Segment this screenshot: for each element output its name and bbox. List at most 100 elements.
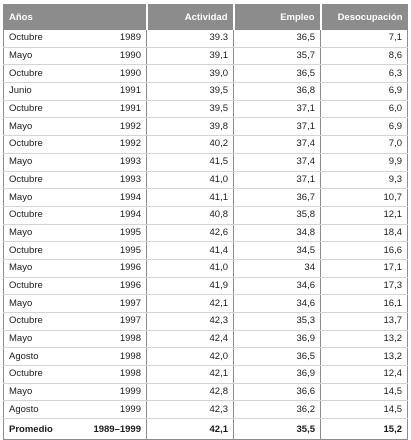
cell-year: 1995: [67, 224, 147, 243]
cell-empleo: 36,5: [233, 347, 321, 367]
cell-actividad: 42,0: [146, 347, 234, 367]
cell-actividad: 42,6: [146, 224, 234, 243]
average-desocupacion: 15,2: [320, 418, 408, 440]
cell-month: Octubre: [3, 29, 68, 48]
cell-desocupacion: 14,5: [320, 383, 408, 402]
cell-year: 1998: [67, 330, 147, 349]
cell-empleo: 36,5: [233, 64, 321, 84]
cell-empleo: 34,6: [233, 277, 321, 296]
cell-empleo: 36,8: [233, 82, 321, 101]
cell-desocupacion: 12,1: [320, 206, 408, 225]
cell-desocupacion: 17,1: [320, 259, 408, 278]
average-label: Promedio: [3, 418, 68, 440]
table-row: Mayo 1992 39,8 37,1 6,9: [3, 117, 408, 137]
cell-actividad: 41,0: [146, 171, 234, 190]
table-body: Octubre 1989 39.3 36,5 7,1 Mayo 1990 39,1 35,7 8,…: [3, 29, 408, 420]
cell-year: 1997: [67, 294, 147, 313]
table-row: Octubre 1990 39,0 36,5 6,3: [3, 64, 408, 84]
cell-month: Mayo: [3, 117, 68, 137]
cell-empleo: 35,3: [233, 312, 321, 331]
cell-empleo: 34,6: [233, 294, 321, 313]
cell-year: 1999: [67, 383, 147, 402]
cell-actividad: 41,1: [146, 188, 234, 207]
cell-desocupacion: 14,5: [320, 400, 408, 420]
cell-actividad: 39,5: [146, 82, 234, 101]
table-row: Mayo 1996 41,0 34 17,1: [3, 259, 408, 278]
cell-year: 1994: [67, 188, 147, 207]
average-row: Promedio 1989–1999 42,1 35,5 15,2: [3, 418, 408, 440]
cell-desocupacion: 12,4: [320, 365, 408, 384]
cell-actividad: 40,2: [146, 135, 234, 154]
header-actividad: Actividad: [145, 4, 234, 30]
cell-desocupacion: 18,4: [320, 224, 408, 243]
cell-empleo: 37,1: [233, 117, 321, 137]
cell-year: 1991: [67, 82, 147, 101]
table-row: Octubre 1993 41,0 37,1 9,3: [3, 171, 408, 190]
cell-empleo: 37,4: [233, 135, 321, 154]
cell-month: Octubre: [3, 365, 68, 384]
header-row: Años Actividad Empleo Desocupación: [3, 4, 408, 30]
cell-actividad: 40,8: [146, 206, 234, 225]
table-row: Octubre 1996 41,9 34,6 17,3: [3, 277, 408, 296]
cell-desocupacion: 6,3: [320, 64, 408, 84]
table-row: Mayo 1993 41,5 37,4 9,9: [3, 153, 408, 172]
table-row: Agosto 1998 42,0 36,5 13,2: [3, 347, 408, 367]
cell-actividad: 39.3: [146, 29, 234, 48]
cell-year: 1998: [67, 347, 147, 367]
table-row: Mayo 1999 42,8 36,6 14,5: [3, 383, 408, 402]
header-years: Años: [3, 4, 68, 30]
cell-month: Mayo: [3, 153, 68, 172]
table-header: Años Actividad Empleo Desocupación: [3, 4, 408, 30]
header-empleo: Empleo: [232, 4, 321, 30]
cell-year: 1994: [67, 206, 147, 225]
cell-actividad: 39,8: [146, 117, 234, 137]
cell-actividad: 41,4: [146, 241, 234, 260]
cell-month: Octubre: [3, 135, 68, 154]
cell-desocupacion: 6,0: [320, 100, 408, 119]
cell-desocupacion: 17,3: [320, 277, 408, 296]
cell-empleo: 36,5: [233, 29, 321, 48]
cell-empleo: 35,7: [233, 47, 321, 66]
cell-actividad: 39,5: [146, 100, 234, 119]
cell-actividad: 42,3: [146, 400, 234, 420]
cell-month: Octubre: [3, 206, 68, 225]
cell-desocupacion: 8,6: [320, 47, 408, 66]
labor-statistics-table: Años Actividad Empleo Desocupación Octub…: [3, 4, 408, 440]
cell-year: 1990: [67, 47, 147, 66]
cell-desocupacion: 6,9: [320, 82, 408, 101]
cell-actividad: 42,1: [146, 365, 234, 384]
cell-empleo: 34,8: [233, 224, 321, 243]
cell-actividad: 42,8: [146, 383, 234, 402]
cell-desocupacion: 9,3: [320, 171, 408, 190]
cell-month: Mayo: [3, 47, 68, 66]
cell-desocupacion: 16,6: [320, 241, 408, 260]
table-footer: Promedio 1989–1999 42,1 35,5 15,2: [3, 418, 408, 440]
data-table-container: Años Actividad Empleo Desocupación Octub…: [3, 4, 408, 440]
cell-year: 1995: [67, 241, 147, 260]
cell-year: 1993: [67, 171, 147, 190]
average-empleo: 35,5: [233, 418, 321, 440]
header-desocupacion: Desocupación: [319, 4, 408, 30]
table-row: Agosto 1999 42,3 36,2 14,5: [3, 400, 408, 420]
cell-month: Mayo: [3, 330, 68, 349]
cell-month: Mayo: [3, 188, 68, 207]
cell-month: Octubre: [3, 171, 68, 190]
cell-month: Mayo: [3, 383, 68, 402]
table-row: Mayo 1997 42,1 34,6 16,1: [3, 294, 408, 313]
table-row: Mayo 1995 42,6 34,8 18,4: [3, 224, 408, 243]
cell-year: 1993: [67, 153, 147, 172]
cell-month: Mayo: [3, 259, 68, 278]
cell-month: Agosto: [3, 400, 68, 420]
cell-year: 1996: [67, 277, 147, 296]
cell-year: 1999: [67, 400, 147, 420]
cell-empleo: 35,8: [233, 206, 321, 225]
cell-month: Octubre: [3, 312, 68, 331]
cell-empleo: 36,2: [233, 400, 321, 420]
average-range: 1989–1999: [67, 418, 147, 440]
cell-desocupacion: 7,1: [320, 29, 408, 48]
table-row: Octubre 1994 40,8 35,8 12,1: [3, 206, 408, 225]
cell-year: 1990: [67, 64, 147, 84]
cell-actividad: 39,1: [146, 47, 234, 66]
table-row: Mayo 1998 42,4 36,9 13,2: [3, 330, 408, 349]
cell-month: Agosto: [3, 347, 68, 367]
